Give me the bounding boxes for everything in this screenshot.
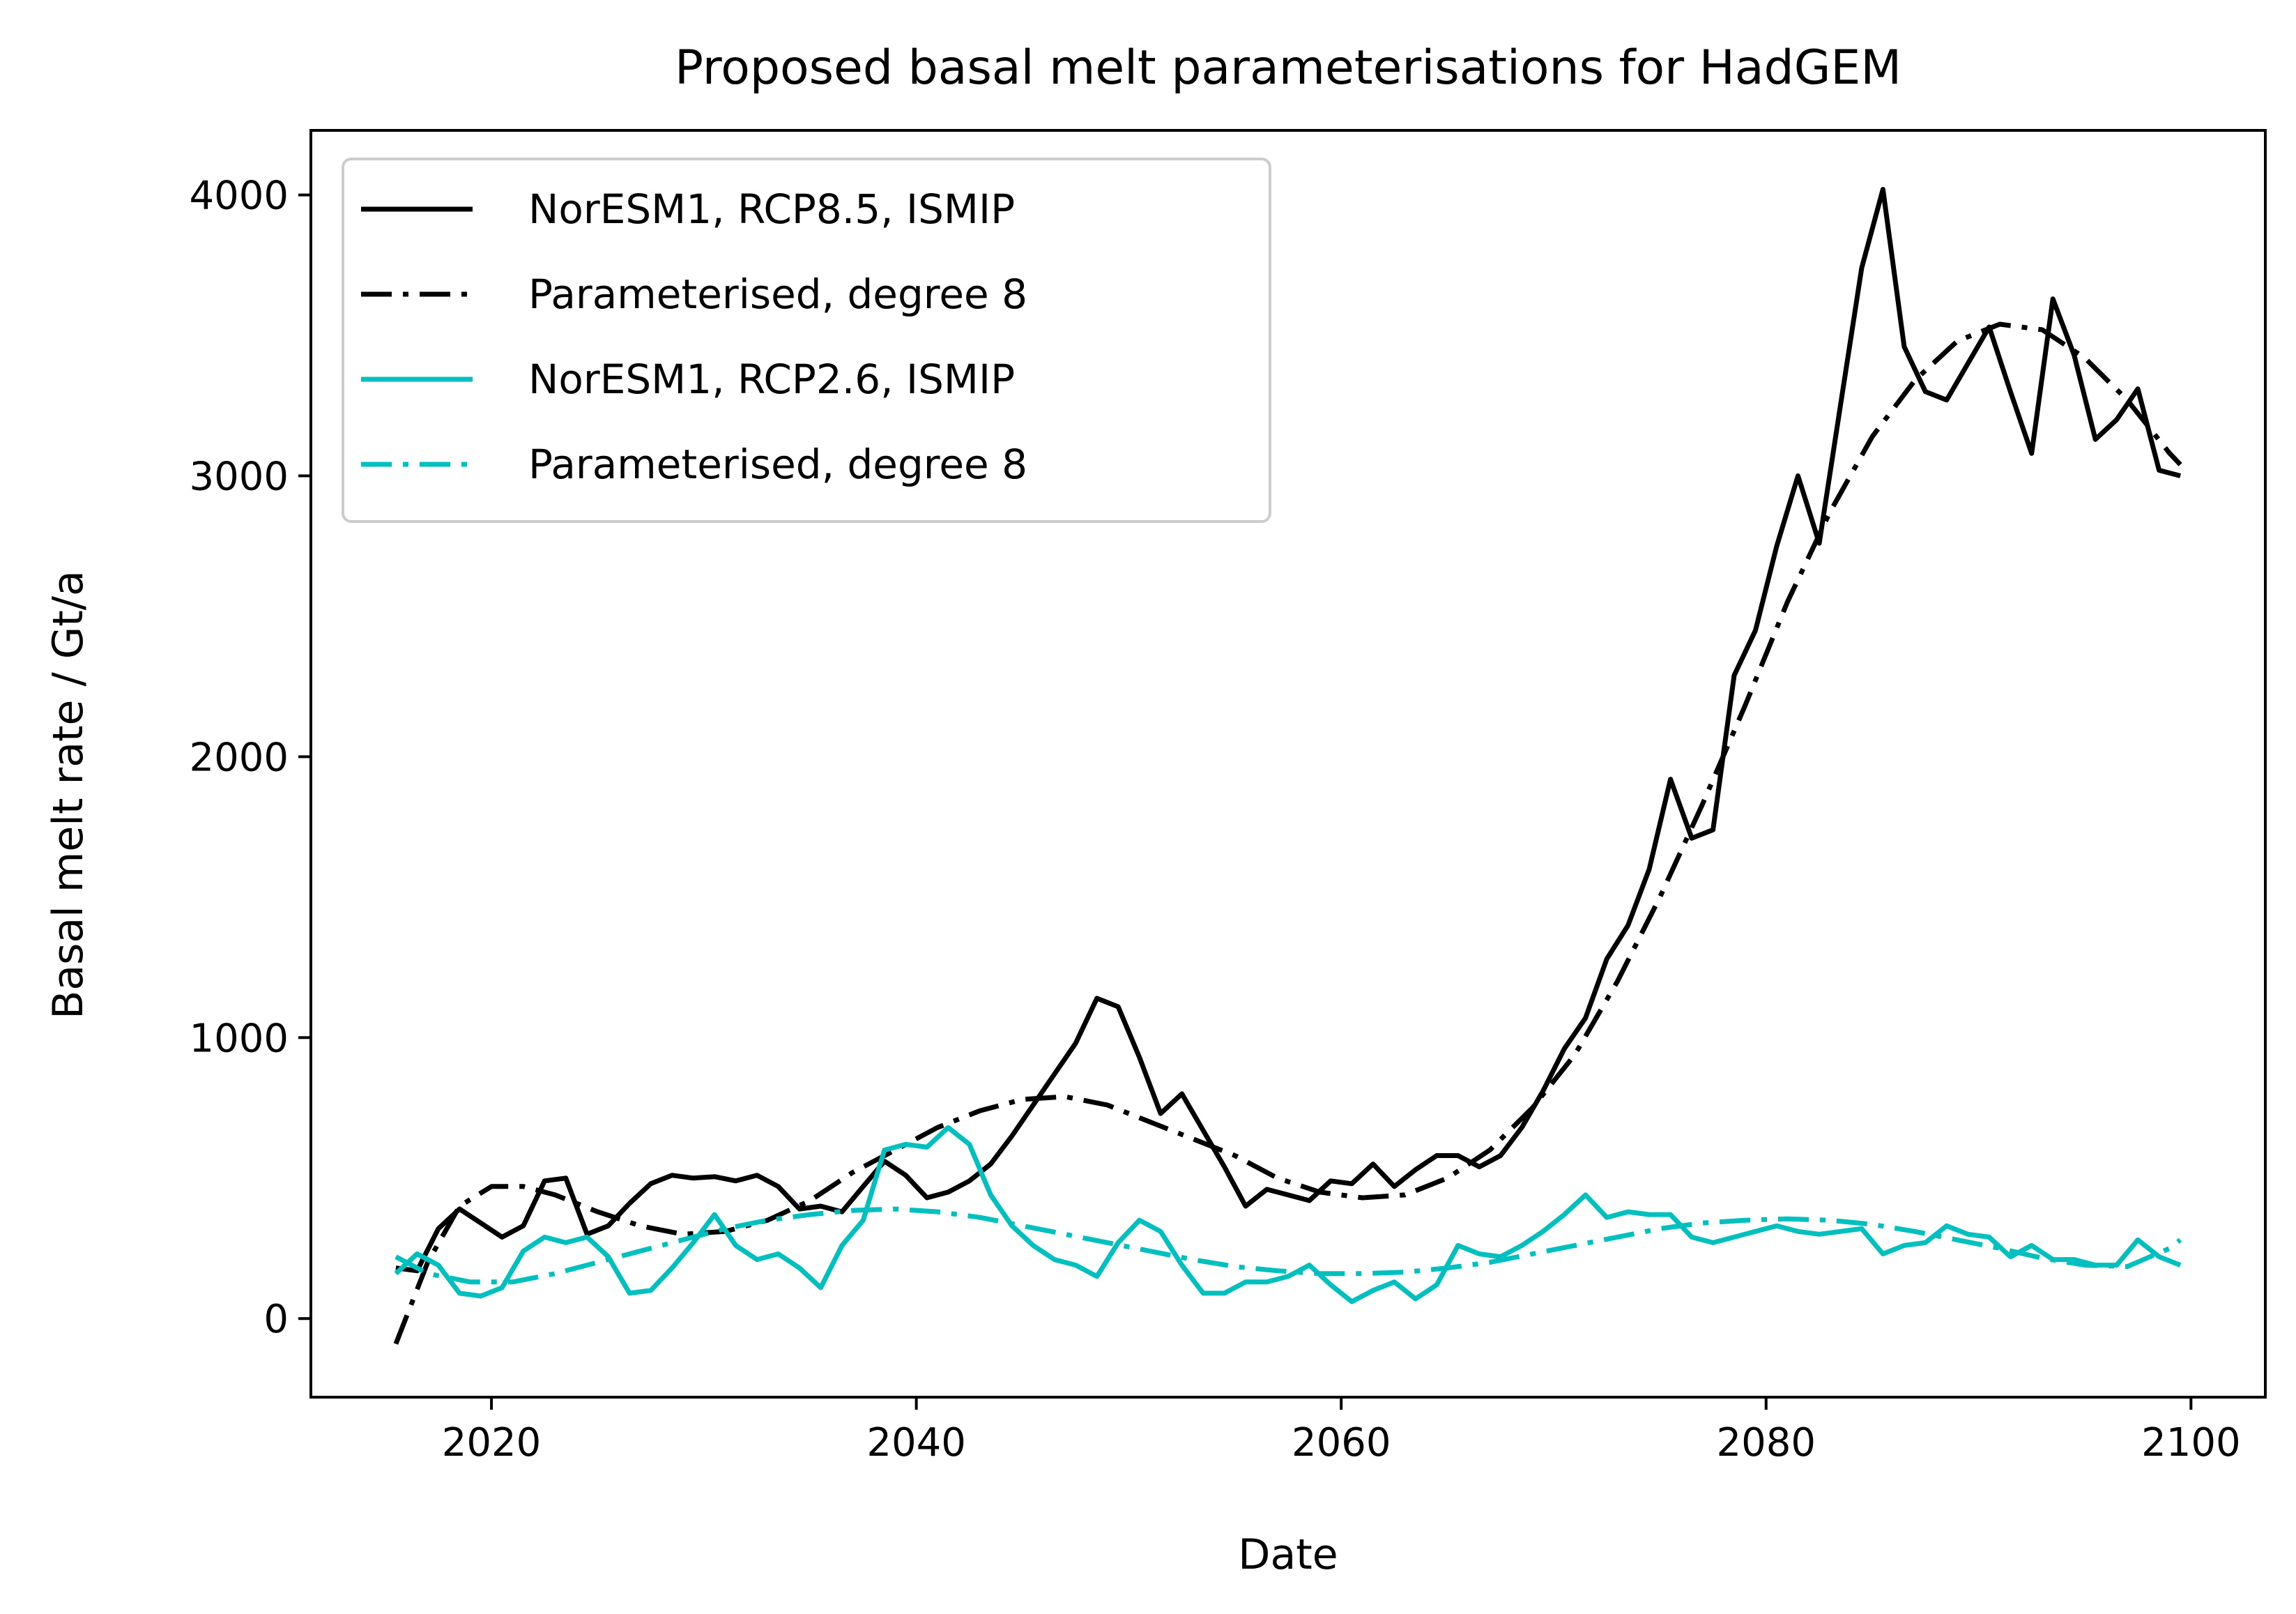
- series-line-3: [394, 1125, 2182, 1304]
- series-line-1: [395, 187, 2181, 1274]
- x-tick-label: 2020: [442, 1420, 542, 1465]
- legend-box: [342, 158, 1271, 523]
- legend-label-3: NorESM1, RCP2.6, ISMIP: [528, 356, 1015, 403]
- legend-items: NorESM1, RCP8.5, ISMIP Parameterised, deg…: [361, 185, 1027, 488]
- legend: NorESM1, RCP8.5, ISMIP Parameterised, deg…: [342, 158, 1271, 523]
- x-tick-label: 2100: [2141, 1420, 2241, 1465]
- legend-label-1: NorESM1, RCP8.5, ISMIP: [528, 185, 1015, 233]
- x-tick-label: 2040: [866, 1420, 966, 1465]
- x-axis-label: Date: [1238, 1530, 1338, 1579]
- series-line-2: [393, 321, 2182, 1345]
- y-tick-label: 0: [263, 1297, 289, 1342]
- y-tick-label: 4000: [189, 174, 289, 219]
- legend-label-2: Parameterised, degree 8: [528, 271, 1027, 318]
- series-line-4: [395, 1206, 2182, 1285]
- y-tick-label: 2000: [189, 735, 289, 780]
- x-tick-label: 2080: [1717, 1420, 1816, 1465]
- y-axis-label: Basal melt rate / Gt/a: [44, 570, 93, 1019]
- series-layer: [393, 187, 2182, 1345]
- tick-layer: 2020 2040 2060 2080 2100 0 1000 2000 3000 4000: [189, 174, 2240, 1465]
- x-tick-label: 2060: [1292, 1420, 1391, 1465]
- chart-title: Proposed basal melt parameterisations fo…: [675, 40, 1901, 96]
- y-tick-label: 1000: [189, 1016, 289, 1061]
- plot-frame: [309, 129, 2267, 1399]
- y-tick-label: 3000: [189, 455, 289, 500]
- legend-label-4: Parameterised, degree 8: [528, 441, 1027, 488]
